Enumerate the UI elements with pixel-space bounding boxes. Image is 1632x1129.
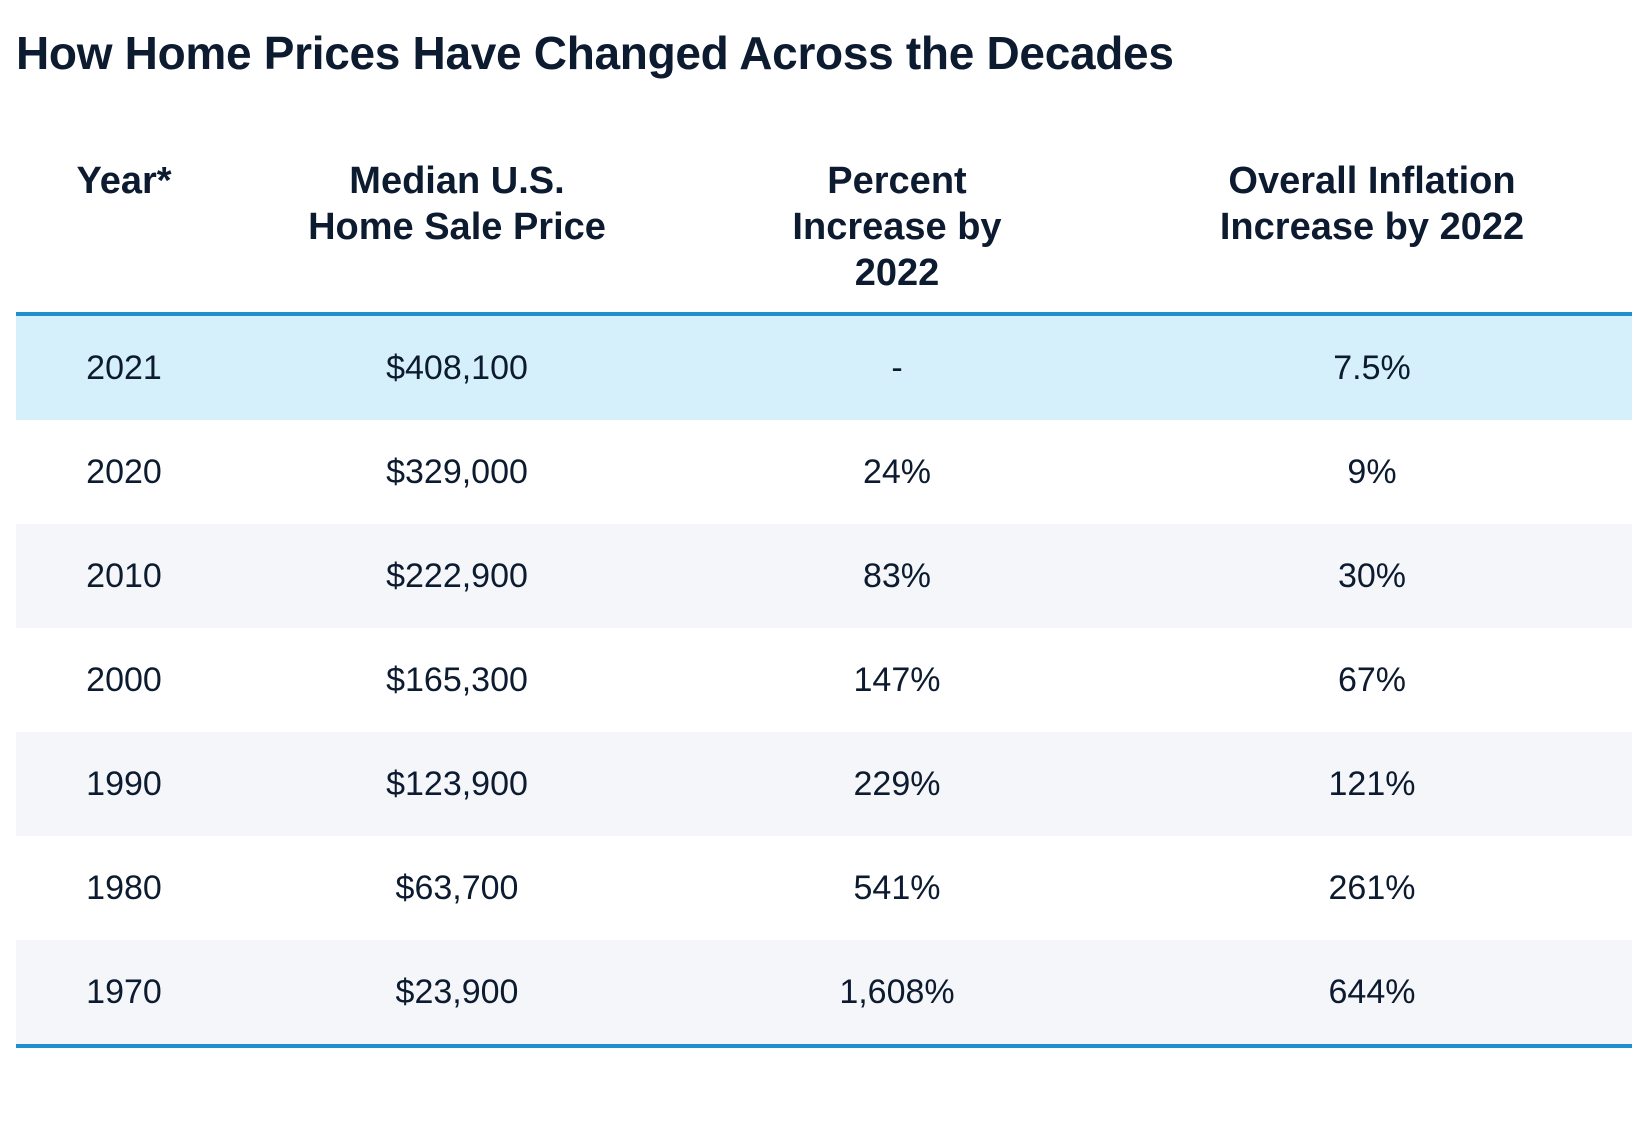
cell-inflation-increase: 121% xyxy=(1112,732,1632,836)
cell-year: 1970 xyxy=(16,940,232,1048)
cell-percent-increase: - xyxy=(682,314,1112,420)
cell-percent-increase: 83% xyxy=(682,524,1112,628)
table-row: 2010 $222,900 83% 30% xyxy=(16,524,1632,628)
cell-median-price: $222,900 xyxy=(232,524,682,628)
cell-year: 2020 xyxy=(16,420,232,524)
cell-percent-increase: 229% xyxy=(682,732,1112,836)
header-percent-increase-line-3: 2022 xyxy=(854,252,940,294)
header-percent-increase: Percent Increase by 2022 xyxy=(682,148,1112,316)
cell-median-price: $123,900 xyxy=(232,732,682,836)
header-median-price-line-2: Home Sale Price xyxy=(308,206,606,248)
cell-year: 1980 xyxy=(16,836,232,940)
cell-median-price: $408,100 xyxy=(232,314,682,420)
header-inflation-increase-line-2: Increase by 2022 xyxy=(1219,206,1525,248)
cell-inflation-increase: 9% xyxy=(1112,420,1632,524)
page-title: How Home Prices Have Changed Across the … xyxy=(16,27,1174,79)
cell-year: 2010 xyxy=(16,524,232,628)
cell-percent-increase: 24% xyxy=(682,420,1112,524)
cell-median-price: $329,000 xyxy=(232,420,682,524)
header-inflation-increase: Overall Inflation Increase by 2022 xyxy=(1112,148,1632,316)
cell-inflation-increase: 30% xyxy=(1112,524,1632,628)
cell-inflation-increase: 7.5% xyxy=(1112,314,1632,420)
cell-percent-increase: 541% xyxy=(682,836,1112,940)
header-inflation-increase-line-1: Overall Inflation xyxy=(1228,160,1516,202)
cell-year: 1990 xyxy=(16,732,232,836)
header-row: Year* Median U.S. Home Sale Price Percen… xyxy=(16,148,1632,316)
cell-year: 2021 xyxy=(16,314,232,420)
table-row: 1990 $123,900 229% 121% xyxy=(16,732,1632,836)
home-prices-table: Year* Median U.S. Home Sale Price Percen… xyxy=(16,148,1632,1048)
table-row: 2000 $165,300 147% 67% xyxy=(16,628,1632,732)
header-median-price: Median U.S. Home Sale Price xyxy=(232,148,682,316)
table-row: 1970 $23,900 1,608% 644% xyxy=(16,940,1632,1048)
cell-median-price: $23,900 xyxy=(232,940,682,1048)
cell-inflation-increase: 644% xyxy=(1112,940,1632,1048)
header-median-price-line-1: Median U.S. xyxy=(349,160,565,202)
table-body: 2021 $408,100 - 7.5% 2020 $329,000 24% 9… xyxy=(16,314,1632,1048)
header-year-line: Year* xyxy=(76,160,172,202)
cell-median-price: $63,700 xyxy=(232,836,682,940)
header-percent-increase-line-1: Percent xyxy=(827,160,967,202)
header-percent-increase-line-2: Increase by xyxy=(792,206,1002,248)
table-row: 1980 $63,700 541% 261% xyxy=(16,836,1632,940)
header-year: Year* xyxy=(16,148,232,316)
cell-percent-increase: 1,608% xyxy=(682,940,1112,1048)
table-row: 2021 $408,100 - 7.5% xyxy=(16,314,1632,420)
cell-year: 2000 xyxy=(16,628,232,732)
table-header: Year* Median U.S. Home Sale Price Percen… xyxy=(16,148,1632,316)
cell-percent-increase: 147% xyxy=(682,628,1112,732)
cell-inflation-increase: 67% xyxy=(1112,628,1632,732)
table-row: 2020 $329,000 24% 9% xyxy=(16,420,1632,524)
cell-median-price: $165,300 xyxy=(232,628,682,732)
cell-inflation-increase: 261% xyxy=(1112,836,1632,940)
